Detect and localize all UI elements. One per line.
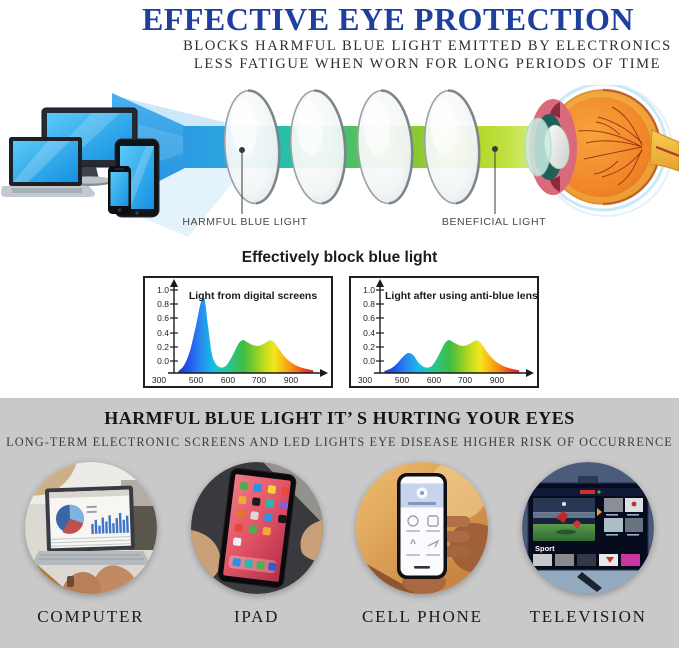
- device-ipad: IPAD: [182, 462, 332, 627]
- subtitle-line-2: LESS FATIGUE WHEN WORN FOR LONG PERIODS …: [193, 56, 662, 72]
- harm-section: HARMFUL BLUE LIGHT IT’ S HURTING YOUR EY…: [0, 398, 679, 648]
- callout-lines: [239, 146, 498, 214]
- harm-title: HARMFUL BLUE LIGHT IT’ S HURTING YOUR EY…: [104, 408, 575, 428]
- harm-subtitle: LONG-TERM ELECTRONIC SCREENS AND LED LIG…: [6, 435, 673, 449]
- lens-row: [223, 89, 481, 205]
- y-tick: 1.0: [157, 285, 169, 295]
- lens-icon: [289, 89, 347, 205]
- x-tick: 700: [457, 375, 473, 385]
- y-tick: 0.4: [157, 328, 169, 338]
- y-tick: 1.0: [363, 285, 375, 295]
- x-tick: 600: [220, 375, 236, 385]
- spectrum-plot: [374, 279, 534, 377]
- x-tick: 700: [251, 375, 267, 385]
- lens-icon: [423, 89, 481, 205]
- beam-diagram: [1, 85, 679, 237]
- block-caption: Effectively block blue light: [241, 249, 438, 266]
- device-computer: COMPUTER: [16, 462, 166, 627]
- y-tick: 0.4: [363, 328, 375, 338]
- spectrum-chart-antiblue: Light after using anti-blue lens 1.0 0.8…: [349, 276, 539, 388]
- device-photo-row: COMPUTER: [0, 462, 679, 627]
- spectrum-plot: [168, 279, 328, 377]
- harmful-light-label: HARMFUL BLUE LIGHT: [182, 216, 308, 228]
- x-tick: 300: [357, 375, 373, 385]
- cellphone-photo: [356, 462, 489, 594]
- y-tick: 0.8: [157, 299, 169, 309]
- x-tick: 900: [283, 375, 299, 385]
- television-photo: Sport: [522, 462, 655, 594]
- y-tick: 0.6: [363, 313, 375, 323]
- device-label: CELL PHONE: [362, 607, 483, 626]
- ipad-photo: [190, 462, 323, 594]
- device-television: Sport TELEVI: [513, 462, 663, 627]
- beneficial-light-label: BENEFICIAL LIGHT: [441, 216, 547, 228]
- device-label: IPAD: [233, 607, 280, 626]
- x-tick: 500: [394, 375, 410, 385]
- chart-title: Light from digital screens: [188, 290, 318, 302]
- subtitle-line-1: BLOCKS HARMFUL BLUE LIGHT EMITTED BY ELE…: [183, 38, 672, 54]
- page-title: EFFECTIVE EYE PROTECTION: [141, 1, 635, 37]
- devices-illustration: [1, 107, 160, 218]
- eye-icon: [524, 85, 679, 217]
- x-tick: 600: [426, 375, 442, 385]
- device-label: TELEVISION: [529, 607, 647, 626]
- lens-icon: [223, 89, 281, 205]
- x-tick: 300: [151, 375, 167, 385]
- device-label: COMPUTER: [37, 607, 145, 626]
- y-tick: 0.0: [157, 356, 169, 366]
- chart-title: Light after using anti-blue lens: [385, 290, 538, 302]
- spectrum-chart-screens: Light from digital screens 1.0 0.8 0.6 0…: [143, 276, 333, 388]
- laptop-icon: [1, 137, 95, 197]
- y-tick: 0.6: [157, 313, 169, 323]
- device-cellphone: CELL PHONE: [347, 462, 497, 627]
- y-tick: 0.0: [363, 356, 375, 366]
- phone-icon: [108, 166, 131, 214]
- computer-photo: [24, 462, 157, 594]
- x-tick: 900: [489, 375, 505, 385]
- y-tick: 0.2: [157, 342, 169, 352]
- y-tick: 0.2: [363, 342, 375, 352]
- x-tick: 500: [188, 375, 204, 385]
- y-tick: 0.8: [363, 299, 375, 309]
- tv-screen-label: Sport: [535, 544, 555, 553]
- lens-icon: [356, 89, 414, 205]
